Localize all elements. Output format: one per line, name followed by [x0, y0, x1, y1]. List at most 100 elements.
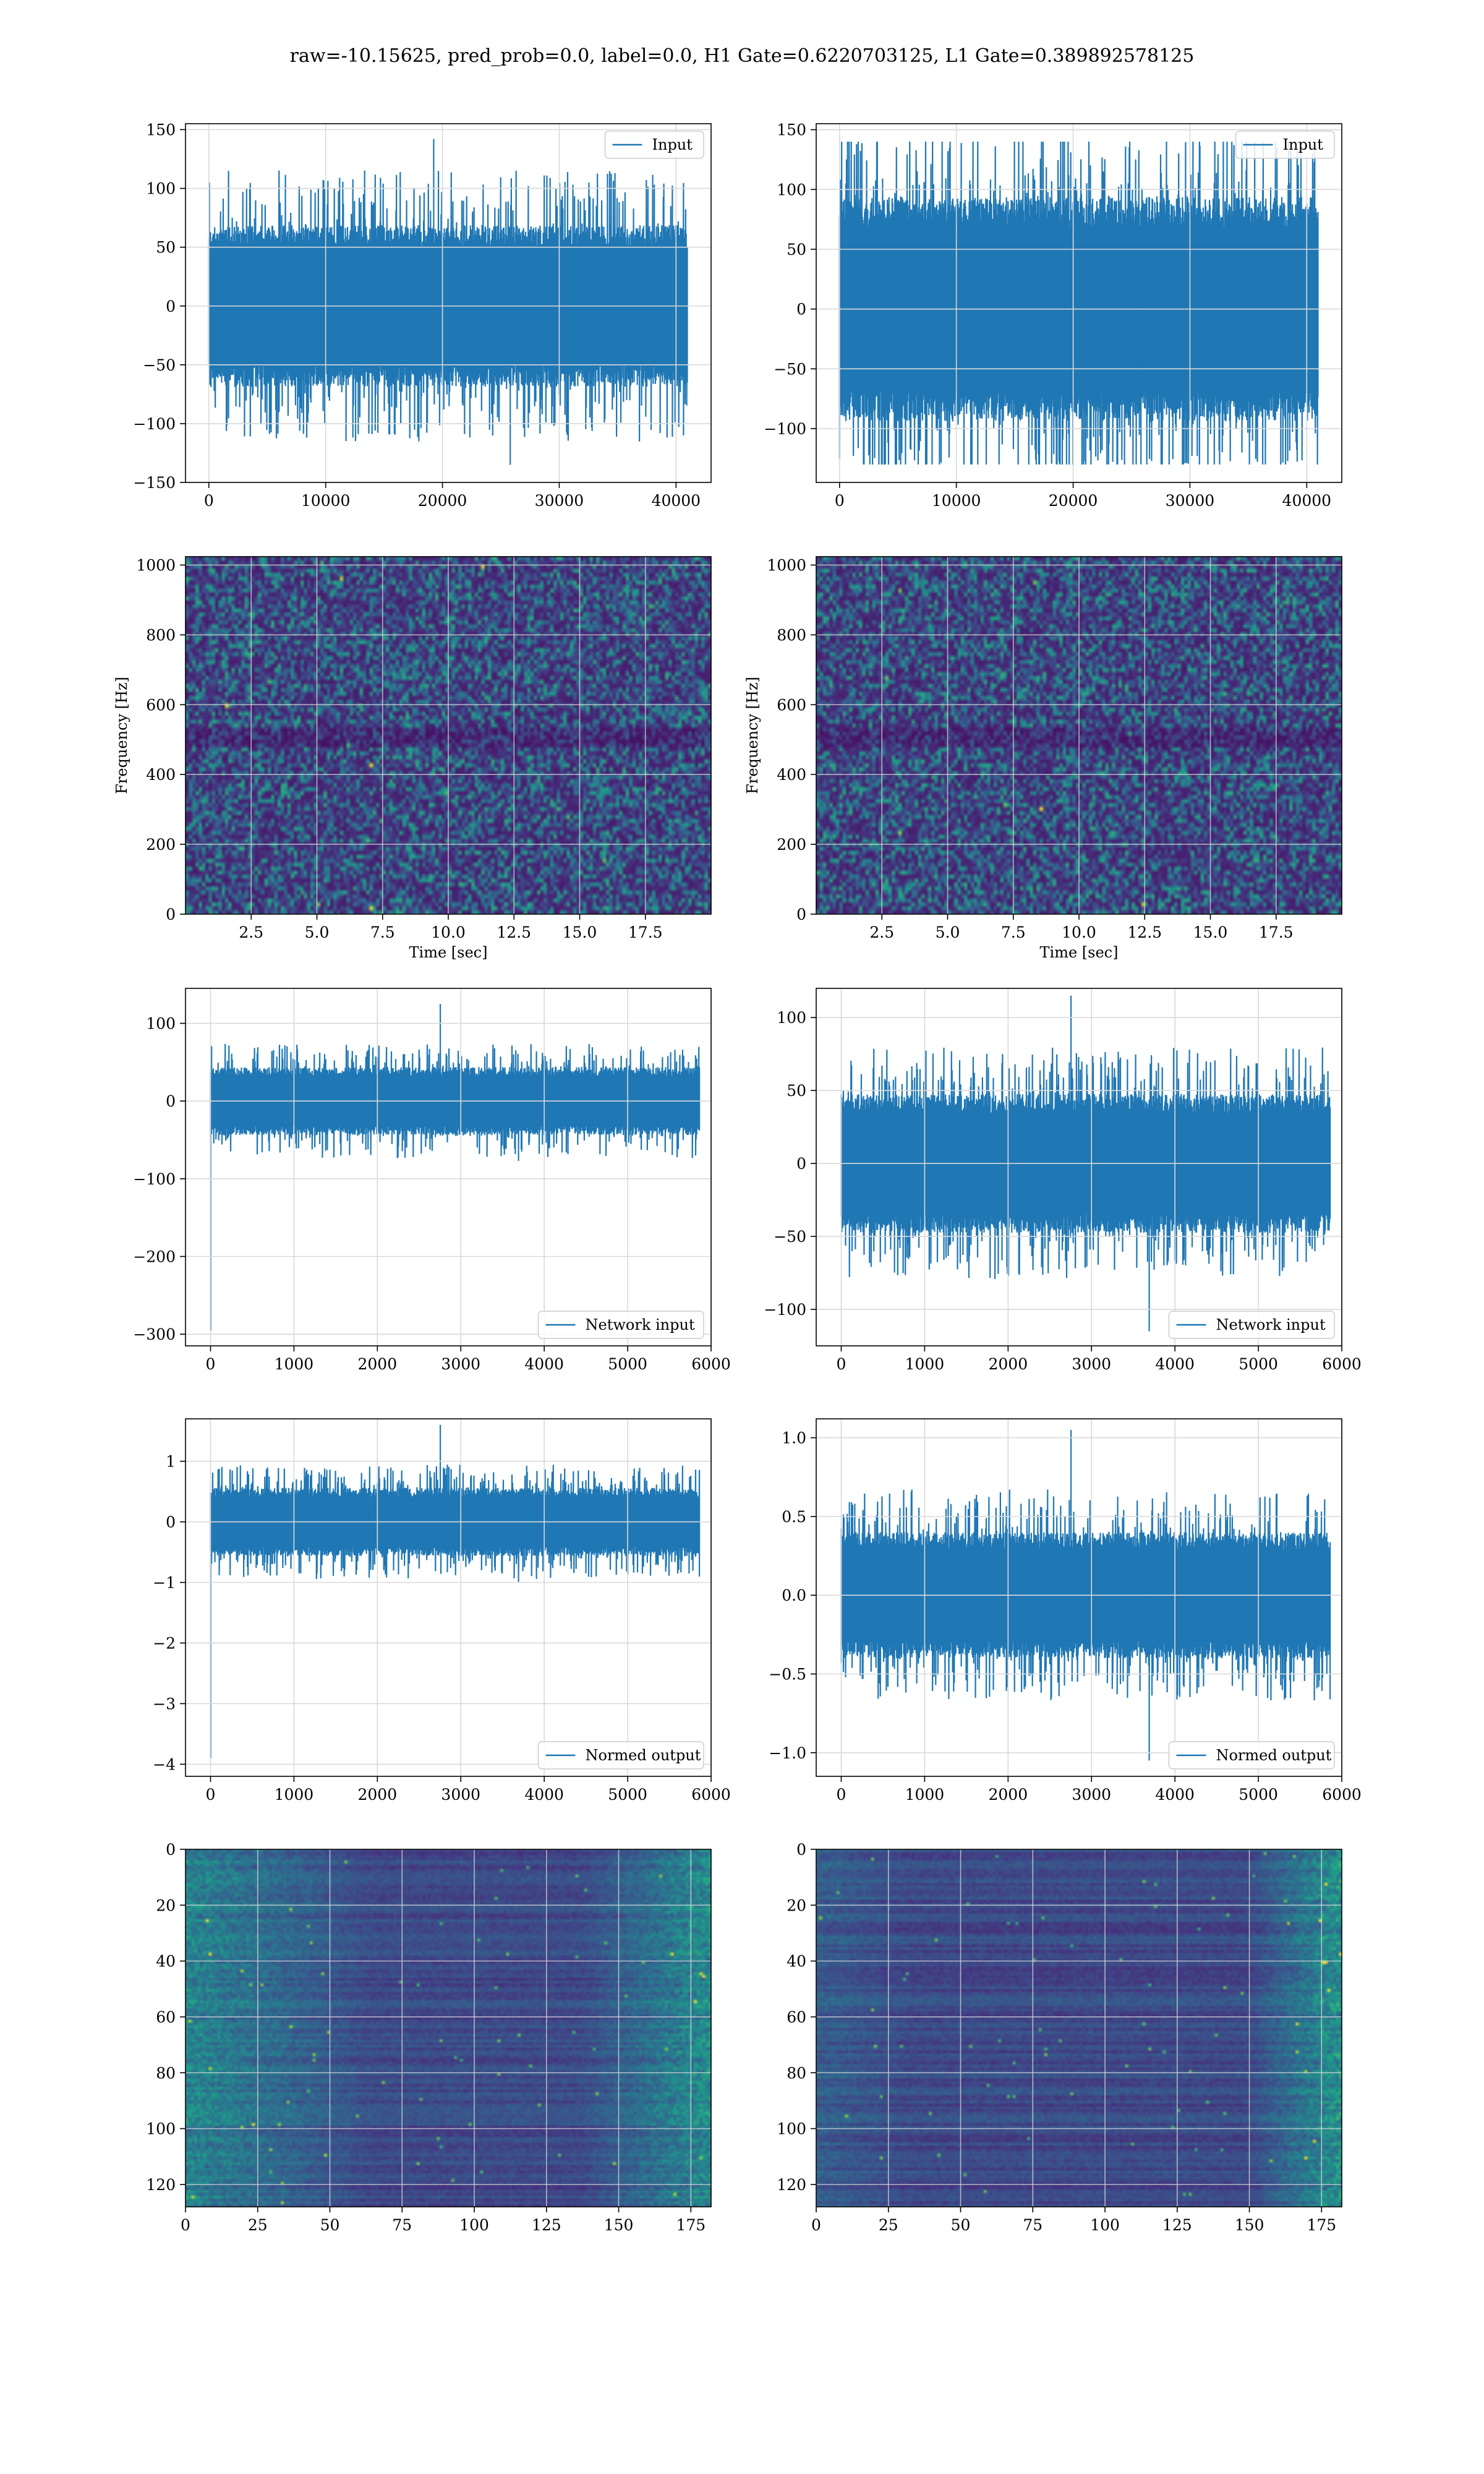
x-tick-label: 10.0 — [1062, 923, 1096, 941]
y-tick-label: 100 — [146, 1015, 176, 1033]
y-tick-label: 400 — [777, 766, 806, 784]
x-tick-label: 25 — [248, 2216, 268, 2234]
x-tick-label: 175 — [676, 2216, 706, 2234]
y-tick-label: −4 — [153, 1755, 176, 1773]
x-tick-label: 3000 — [1072, 1355, 1111, 1373]
x-tick-label: 5.0 — [305, 923, 330, 941]
x-tick-label: 15.0 — [1193, 923, 1228, 941]
legend: Normed output — [1168, 1741, 1335, 1770]
plot-area — [816, 1849, 1342, 2207]
axes-frame — [816, 123, 1342, 483]
y-tick-label: 1000 — [767, 557, 806, 575]
y-tick-label: 200 — [777, 836, 806, 854]
panel-network-input-l1: 0 1000 2000 3000 4000 5000 6000 −100 −50 0 50 100 Ne… — [764, 988, 1362, 1373]
x-tick-label: 10.0 — [431, 923, 466, 941]
axes-frame — [816, 1418, 1342, 1777]
x-tick-label: 30000 — [535, 492, 584, 510]
legend-label: Network input — [1216, 1316, 1326, 1333]
legend-box — [604, 131, 704, 159]
x-tick-label: 75 — [1023, 2216, 1043, 2234]
legend: Normed output — [537, 1741, 704, 1770]
y-tick-label: 1 — [166, 1453, 176, 1471]
y-tick-label: 600 — [146, 696, 176, 714]
y-tick-label: −2 — [153, 1634, 176, 1652]
x-tick-label: 1000 — [905, 1786, 945, 1804]
x-tick-label: 40000 — [1282, 492, 1332, 510]
y-tick-label: 0 — [796, 301, 806, 319]
y-tick-label: 100 — [777, 181, 806, 199]
y-tick-label: 100 — [777, 1009, 806, 1027]
x-tick-label: 1000 — [905, 1355, 945, 1373]
legend-label: Input — [1283, 136, 1324, 153]
x-tick-label: 12.5 — [497, 923, 531, 941]
panel-feature-map-h1: 0 25 50 75 100 125 150 175 0 20 40 60 80 100 120 — [146, 1841, 712, 2234]
y-tick-label: −150 — [133, 474, 176, 492]
legend: Input — [1235, 131, 1335, 159]
y-tick-label: −1 — [153, 1574, 176, 1592]
y-tick-label: 120 — [146, 2176, 176, 2194]
y-tick-label: 60 — [156, 2008, 176, 2026]
y-tick-label: −100 — [764, 1301, 806, 1319]
y-tick-label: 0 — [166, 1513, 176, 1531]
x-tick-label: 10000 — [301, 492, 351, 510]
y-tick-label: −100 — [133, 415, 176, 433]
panel-spectrogram-h1: 2.5 5.0 7.5 10.0 12.5 15.0 17.5 0 200 400 600 800 10… — [113, 556, 712, 961]
x-tick-label: 0 — [837, 1355, 846, 1373]
grid — [816, 988, 1342, 1346]
y-tick-label: 200 — [146, 836, 176, 854]
axes-frame — [185, 1418, 712, 1777]
panel-feature-map-l1: 0 25 50 75 100 125 150 175 0 20 40 60 80 100 120 — [777, 1841, 1342, 2234]
x-tick-label: 4000 — [524, 1355, 564, 1373]
y-tick-label: 400 — [146, 766, 176, 784]
y-tick-label: 150 — [146, 121, 176, 139]
x-tick-label: 150 — [604, 2216, 634, 2234]
legend-label: Normed output — [1216, 1747, 1332, 1764]
y-tick-label: 80 — [787, 2064, 806, 2082]
y-tick-label: −100 — [764, 420, 806, 438]
grid — [186, 1419, 712, 1776]
x-tick-label: 20000 — [1049, 492, 1098, 510]
panels: 0 10000 20000 30000 40000−150−100−5005010015… — [113, 121, 1362, 2234]
y-tick-label: 100 — [777, 2120, 806, 2138]
heatmap-image — [186, 1849, 711, 2207]
legend-box — [537, 1741, 704, 1770]
y-tick-label: 80 — [156, 2064, 176, 2082]
y-axis-label: Frequency [Hz] — [744, 677, 761, 794]
x-tick-label: 0 — [206, 1355, 216, 1373]
x-tick-label: 2000 — [989, 1355, 1028, 1373]
x-tick-label: 0 — [204, 492, 214, 510]
x-tick-label: 17.5 — [628, 923, 663, 941]
x-tick-label: 5000 — [608, 1786, 647, 1804]
x-tick-label: 50 — [951, 2216, 971, 2234]
x-tick-label: 2.5 — [239, 923, 263, 941]
y-tick-label: 50 — [787, 1082, 806, 1100]
x-tick-label: 3000 — [441, 1786, 480, 1804]
x-tick-label: 6000 — [691, 1786, 731, 1804]
x-tick-label: 3000 — [1072, 1786, 1111, 1804]
y-tick-label: 0 — [796, 905, 806, 923]
y-tick-label: 150 — [777, 121, 806, 139]
y-tick-label: 120 — [777, 2176, 806, 2194]
axes-frame — [185, 988, 712, 1346]
grid — [816, 124, 1342, 482]
x-axis-label: Time [sec] — [409, 944, 488, 961]
x-tick-label: 5000 — [608, 1355, 647, 1373]
y-tick-label: −3 — [153, 1695, 176, 1713]
x-tick-label: 125 — [1162, 2216, 1192, 2234]
y-tick-label: 0 — [796, 1841, 806, 1859]
y-tick-label: −50 — [143, 356, 176, 374]
x-tick-label: 4000 — [1155, 1355, 1195, 1373]
panel-spectrogram-l1: 2.5 5.0 7.5 10.0 12.5 15.0 17.5 0 200 400 600 800 10… — [744, 556, 1342, 961]
y-tick-label: 600 — [777, 696, 806, 714]
panel-input-l1: 0 10000 20000 30000 40000 −100 −50 0 50 100 150 Inp… — [764, 121, 1342, 510]
figure-title: raw=-10.15625, pred_prob=0.0, label=0.0,… — [290, 45, 1195, 67]
x-tick-label: 0 — [837, 1786, 846, 1804]
y-tick-label: 1.0 — [782, 1429, 806, 1447]
grid — [186, 124, 711, 483]
panel-input-h1: 0 10000 20000 30000 40000 −150 −100 −50 0 50 100 15… — [133, 121, 712, 510]
x-tick-label: 15.0 — [563, 923, 597, 941]
x-tick-label: 0 — [811, 2216, 821, 2234]
y-tick-label: 100 — [146, 180, 176, 198]
x-tick-label: 7.5 — [370, 923, 395, 941]
y-tick-label: −50 — [774, 1228, 806, 1246]
